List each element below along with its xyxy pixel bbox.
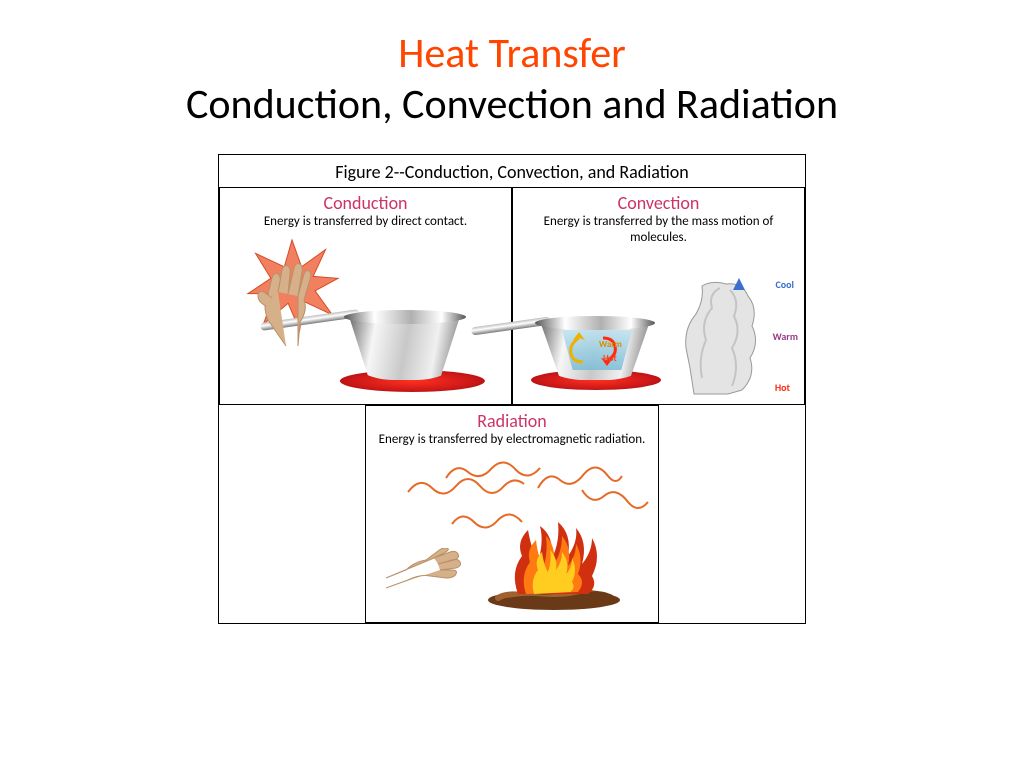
conduction-panel: Conduction Energy is transferred by dire…	[219, 187, 512, 405]
fire-icon	[478, 512, 628, 612]
title-sub: Conduction, Convection and Radiation	[0, 79, 1024, 130]
wave-4	[580, 486, 650, 514]
title-main: Heat Transfer	[0, 28, 1024, 79]
convection-desc: Energy is transferred by the mass motion…	[513, 214, 804, 251]
convection-illustration: Warm Hot	[513, 248, 804, 404]
hand-icon	[248, 258, 318, 348]
warm-label: Warm	[773, 330, 798, 343]
title-block: Heat Transfer Conduction, Convection and…	[0, 0, 1024, 130]
conduction-desc: Energy is transferred by direct contact.	[220, 214, 511, 234]
convection-title: Convection	[513, 188, 804, 214]
radiation-desc: Energy is transferred by electromagnetic…	[366, 432, 658, 452]
top-panels-row: Conduction Energy is transferred by dire…	[219, 187, 805, 405]
hand3-icon	[384, 548, 462, 602]
pot-hot-label: Hot	[603, 353, 617, 364]
pot-rim	[344, 310, 466, 324]
cool-label: Cool	[775, 278, 794, 291]
radiation-title: Radiation	[366, 406, 658, 432]
radiation-illustration	[366, 466, 658, 622]
pot2-icon: Warm Hot	[533, 308, 661, 380]
figure-caption: Figure 2--Conduction, Convection, and Ra…	[219, 155, 805, 187]
rock-icon	[682, 278, 762, 396]
pot-warm-label: Warm	[599, 339, 622, 350]
pot-body	[350, 318, 460, 380]
wave-2	[444, 458, 544, 482]
convection-panel: Convection Energy is transferred by the …	[512, 187, 805, 405]
radiation-panel: Radiation Energy is transferred by elect…	[365, 405, 659, 623]
gradient-arrow-icon	[732, 276, 746, 396]
hot-label: Hot	[775, 381, 790, 394]
conduction-title: Conduction	[220, 188, 511, 214]
pot2-rim	[535, 316, 655, 330]
figure-container: Figure 2--Conduction, Convection, and Ra…	[218, 154, 806, 624]
conduction-illustration	[220, 248, 511, 404]
pot-icon	[340, 302, 470, 380]
